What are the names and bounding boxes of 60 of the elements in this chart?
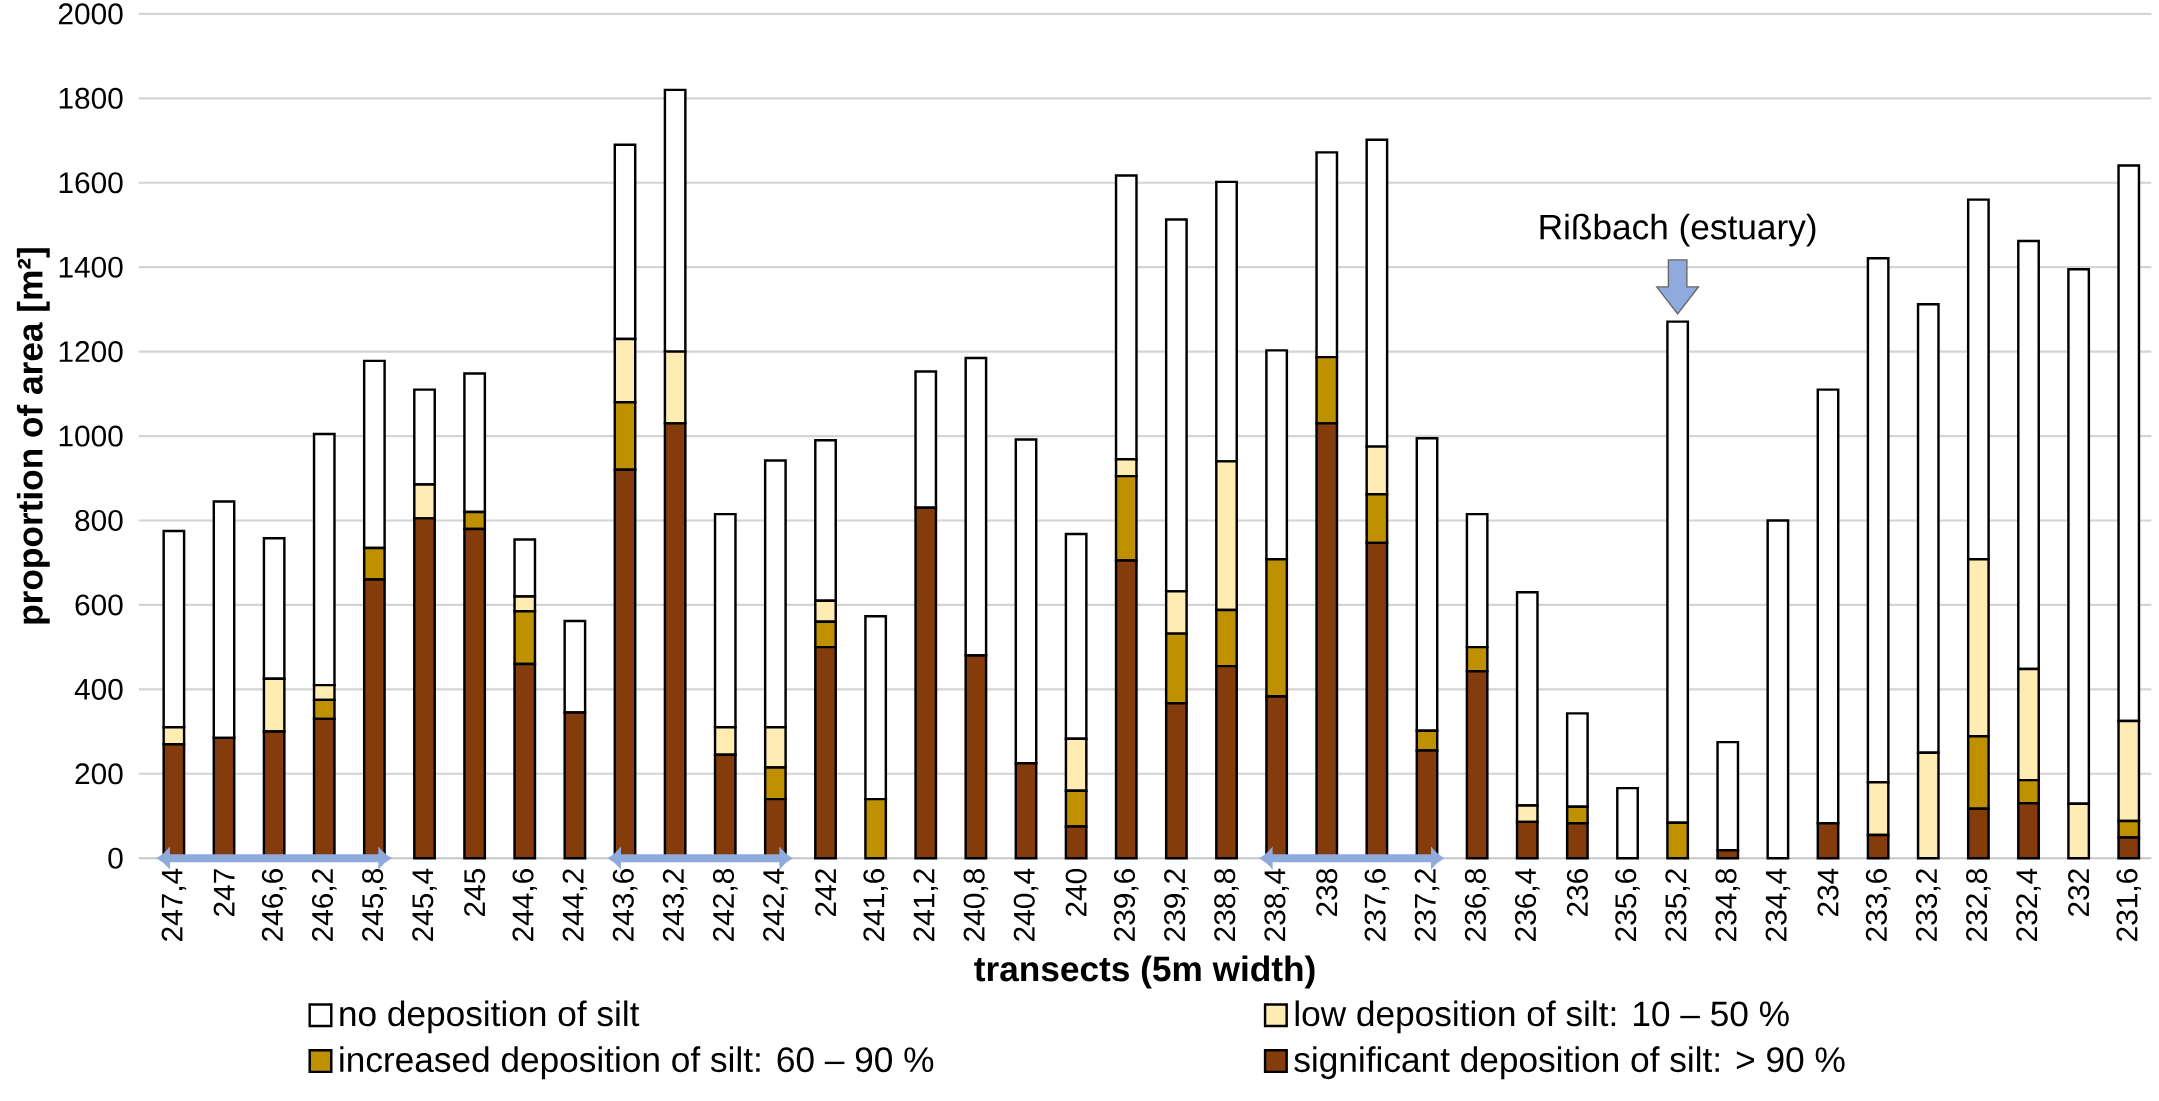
y-axis-title: proportion of area [m²] [16, 248, 50, 624]
annotation: Rißbach (estuary) [1540, 213, 1816, 247]
y-tick-label: 2000 [58, 3, 123, 25]
x-tick-label: 247,4 [161, 868, 187, 941]
y-tick-label: 400 [74, 678, 123, 700]
x-tick-label: 232,8 [1966, 869, 1991, 941]
x-tick-label: 236,4 [1514, 868, 1540, 941]
x-tick-label: 244,6 [512, 869, 538, 941]
x-tick-label: 234,4 [1765, 868, 1791, 941]
x-tick-label: 245 [464, 869, 486, 916]
x-tick-label: 233,6 [1865, 869, 1891, 941]
x-tick-label: 231,6 [2116, 869, 2142, 941]
x-tick-label: 238 [1316, 869, 1338, 916]
y-tick-label: 1000 [59, 425, 123, 447]
x-tick-label: 235,6 [1615, 869, 1640, 941]
x-tick-label: 232 [2068, 869, 2090, 916]
x-tick-label: 239,2 [1164, 869, 1189, 941]
legend-label: significant deposition of silt: > 90 % [1294, 1046, 1845, 1080]
y-tick-label: 800 [75, 509, 123, 531]
x-tick-label: 237,6 [1364, 869, 1390, 941]
x-tick-label: 241,2 [913, 869, 939, 941]
x-axis-title: transects (5m width) [974, 955, 1315, 989]
x-tick-label: 245,8 [362, 869, 387, 941]
x-tick-label: 238,4 [1264, 868, 1289, 941]
x-tick-label: 242,8 [712, 869, 738, 941]
x-tick-label: 241,6 [863, 869, 888, 941]
x-tick-label: 240,8 [963, 869, 989, 941]
y-tick-label: 1600 [59, 172, 123, 194]
x-tick-label: 240,4 [1013, 868, 1039, 941]
bar [1766, 519, 1790, 860]
x-tick-label: 232,4 [2016, 868, 2041, 941]
x-tick-label: 244,2 [562, 869, 588, 941]
x-tick-label: 246,6 [261, 869, 287, 941]
x-tick-label: 242,4 [763, 868, 788, 941]
x-tick-label: 235,2 [1665, 869, 1690, 941]
legend-label: increased deposition of silt: 60 – 90 % [340, 1046, 934, 1080]
x-tick-label: 236 [1566, 869, 1588, 916]
legend-label: low deposition of silt: 10 – 50 % [1295, 1000, 1789, 1034]
y-tick-label: 1800 [59, 87, 123, 109]
y-tick-label: 1200 [59, 341, 123, 363]
x-tick-label: 243,6 [612, 869, 638, 941]
y-tick-label: 0 [108, 847, 123, 869]
y-tick-label: 200 [75, 763, 123, 785]
x-tick-label: 234,8 [1715, 869, 1741, 941]
x-tick-label: 243,2 [662, 869, 688, 941]
x-tick-label: 247 [213, 869, 235, 916]
x-tick-label: 234 [1817, 868, 1839, 916]
legend-label: no deposition of silt [340, 1000, 640, 1034]
x-tick-label: 240 [1065, 868, 1087, 916]
y-tick-label: 1400 [59, 256, 123, 278]
y-tick-label: 600 [75, 594, 123, 616]
x-tick-label: 245,4 [412, 868, 437, 941]
x-tick-label: 239,6 [1113, 869, 1139, 941]
bar [1616, 786, 1639, 860]
x-tick-label: 242 [815, 869, 836, 916]
x-tick-label: 246,2 [311, 869, 337, 941]
x-tick-label: 238,8 [1214, 869, 1239, 941]
x-tick-label: 237,2 [1414, 869, 1440, 941]
x-tick-label: 233,2 [1915, 869, 1941, 941]
x-tick-label: 236,8 [1464, 869, 1490, 941]
